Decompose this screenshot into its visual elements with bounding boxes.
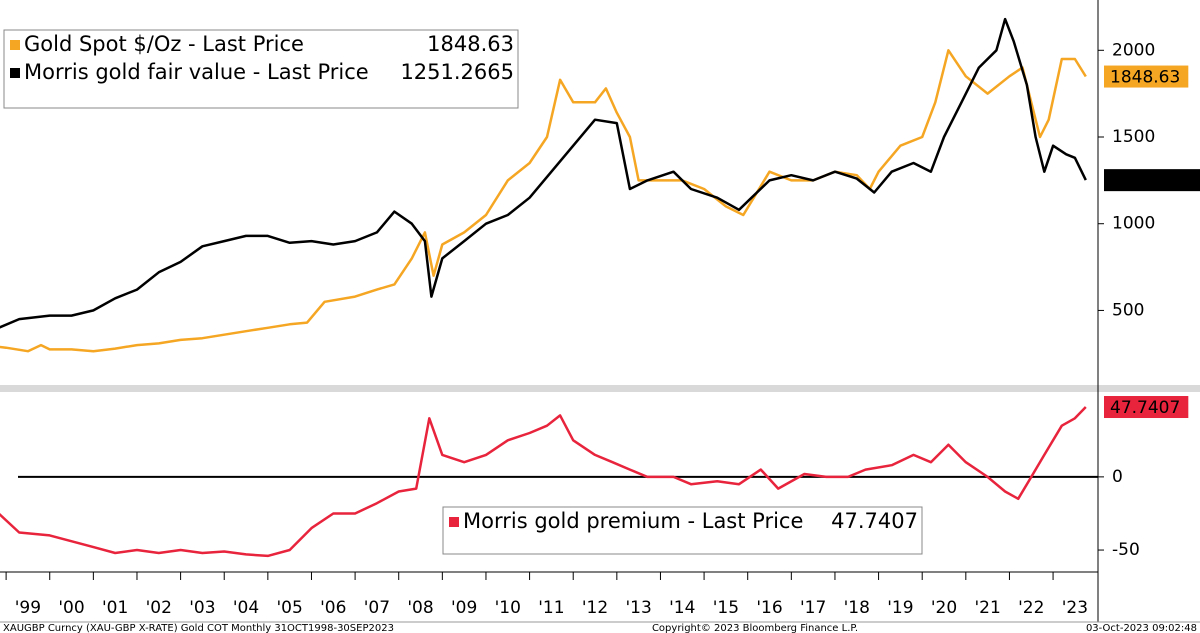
x-tick-label: '07	[364, 598, 390, 618]
tag-value: 1251.2665	[1110, 171, 1200, 191]
x-tick-label: '23	[1062, 598, 1088, 618]
last-value-tag: 1251.2665	[1104, 169, 1200, 192]
panel-separator	[0, 385, 1200, 392]
legend-swatch	[10, 68, 20, 78]
x-tick-label: '17	[800, 598, 826, 618]
legend-swatch	[10, 40, 20, 50]
x-tick-label: '99	[15, 598, 41, 618]
legend-label: Morris gold premium - Last Price	[463, 509, 803, 533]
footer-left: XAUGBP Curncy (XAU-GBP X-RATE) Gold COT …	[3, 623, 394, 633]
tag-value: 1848.63	[1110, 68, 1180, 88]
last-value-tag: 1848.63	[1104, 65, 1189, 88]
y-tick-label: 0	[1112, 467, 1123, 487]
x-tick-label: '10	[495, 598, 521, 618]
y-tick-label: 2000	[1112, 40, 1155, 60]
x-tick-label: '08	[407, 598, 433, 618]
x-tick-label: '16	[756, 598, 782, 618]
legend-value: 1848.63	[427, 32, 514, 56]
y-tick-label: 1500	[1112, 127, 1155, 147]
x-tick-label: '22	[1018, 598, 1044, 618]
tag-value: 47.7407	[1110, 398, 1180, 418]
x-tick-label: '03	[189, 598, 215, 618]
footer-center: Copyright© 2023 Bloomberg Finance L.P.	[652, 623, 858, 633]
tag-box	[1104, 65, 1189, 88]
x-tick-label: '05	[277, 598, 303, 618]
x-tick-label: '02	[146, 598, 172, 618]
tag-box	[1104, 169, 1200, 192]
x-tick-label: '00	[58, 598, 84, 618]
x-tick-label: '20	[931, 598, 957, 618]
x-tick-label: '12	[582, 598, 608, 618]
legend-value: 47.7407	[831, 509, 918, 533]
y-tick-label: 500	[1112, 300, 1144, 320]
x-tick-label: '11	[538, 598, 564, 618]
x-tick-label: '01	[102, 598, 128, 618]
series-line	[0, 49, 1087, 353]
legend-value: 1251.2665	[400, 60, 514, 84]
legend-swatch	[449, 517, 459, 527]
x-tick-label: '06	[320, 598, 346, 618]
legend-box	[442, 506, 923, 555]
x-tick-label: '14	[669, 598, 695, 618]
footer-right: 03-Oct-2023 09:02:48	[1086, 623, 1197, 633]
x-tick-label: '19	[887, 598, 913, 618]
y-tick-label: 1000	[1112, 214, 1155, 234]
legend-label: Gold Spot $/Oz - Last Price	[24, 32, 304, 56]
legend-box	[3, 29, 519, 109]
x-tick-label: '21	[974, 598, 1000, 618]
x-tick-label: '04	[233, 598, 259, 618]
series-line	[0, 17, 1087, 329]
x-tick-label: '15	[713, 598, 739, 618]
x-tick-label: '18	[844, 598, 870, 618]
y-tick-label: -50	[1112, 540, 1140, 560]
x-tick-label: '09	[451, 598, 477, 618]
tag-box	[1104, 396, 1189, 419]
x-tick-label: '13	[625, 598, 651, 618]
series-line	[0, 406, 1087, 558]
last-value-tag: 47.7407	[1104, 396, 1189, 419]
legend-label: Morris gold fair value - Last Price	[24, 60, 369, 84]
